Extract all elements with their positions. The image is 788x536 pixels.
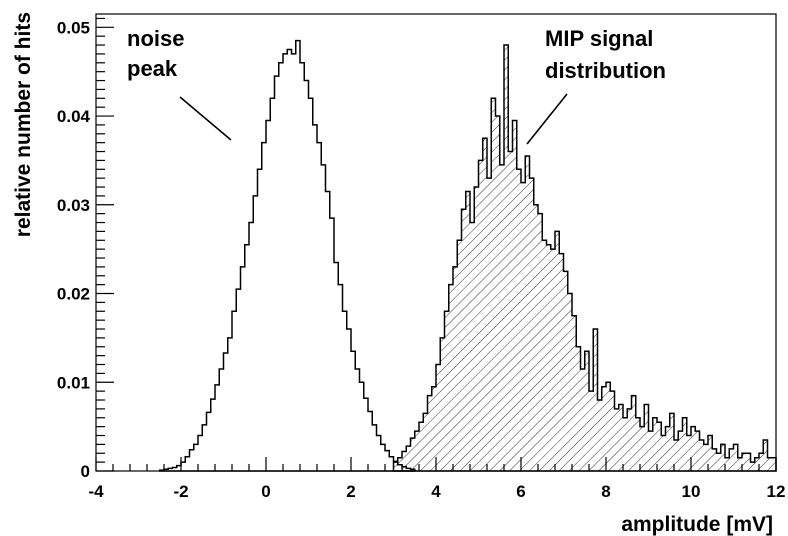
- series-signal-histogram: [392, 44, 777, 472]
- annotation-mip-pointer: [526, 93, 568, 145]
- tick-labels: -4 -2 0 2 4 6 8 10 12 0 0.01 0.02 0.03 0.04 0.05: [57, 18, 786, 501]
- x-tick-label: 4: [431, 482, 441, 501]
- y-axis-title: relative number of hits: [12, 12, 35, 237]
- annotation-noise-pointer: [179, 96, 232, 141]
- x-tick-label: -2: [173, 482, 188, 501]
- x-tick-label: 2: [346, 482, 355, 501]
- x-tick-label: 8: [601, 482, 610, 501]
- annotation-noise-line1: noise: [127, 26, 184, 51]
- y-tick-label: 0.04: [57, 107, 91, 126]
- annotation-noise-line2: peak: [127, 56, 178, 81]
- y-tick-label: 0.05: [57, 18, 90, 37]
- x-tick-label: 10: [682, 482, 701, 501]
- series-layer: [159, 39, 777, 472]
- x-tick-label: -4: [88, 482, 104, 501]
- annotation-noise-peak: noise peak: [127, 26, 232, 141]
- x-tick-label: 12: [767, 482, 786, 501]
- y-tick-label: 0.03: [57, 196, 90, 215]
- y-tick-label: 0.02: [57, 285, 90, 304]
- y-tick-label: 0: [81, 462, 90, 481]
- annotation-mip-line2: distribution: [545, 58, 666, 83]
- x-tick-label: 0: [261, 482, 270, 501]
- x-axis-title: amplitude [mV]: [621, 513, 773, 536]
- ticks-layer: [95, 17, 777, 472]
- series-noise-histogram: [159, 39, 416, 472]
- annotation-mip-line1: MIP signal: [545, 26, 653, 51]
- y-tick-label: 0.01: [57, 373, 90, 392]
- plot-area: [95, 13, 777, 472]
- annotation-mip-signal: MIP signal distribution: [526, 26, 666, 145]
- x-tick-label: 6: [516, 482, 525, 501]
